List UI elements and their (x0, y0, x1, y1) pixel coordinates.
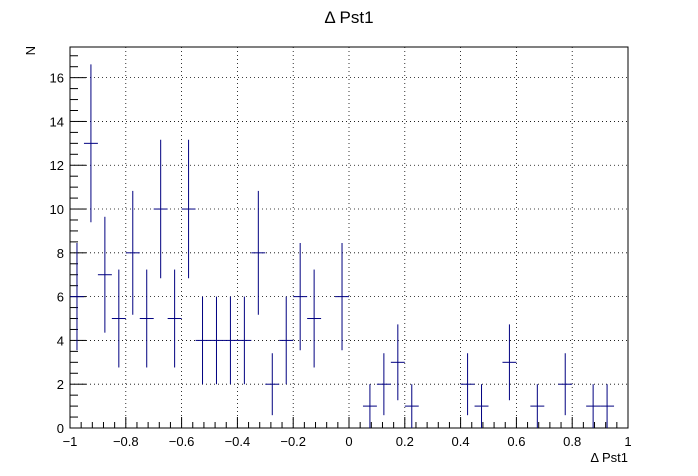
x-tick-label: 0 (345, 434, 352, 449)
y-axis-title: N (23, 46, 38, 55)
data-point (586, 384, 601, 428)
x-tick-label: −0.2 (280, 434, 306, 449)
data-point (404, 384, 419, 428)
data-point (600, 384, 615, 428)
data-point (279, 296, 294, 385)
data-points (70, 64, 615, 428)
data-point (474, 384, 489, 428)
x-tick-label: −1 (63, 434, 78, 449)
x-tick-label: 0.8 (563, 434, 581, 449)
data-point (209, 296, 224, 385)
x-tick-label: 1 (624, 434, 631, 449)
x-tick-label: −0.6 (169, 434, 195, 449)
data-point (502, 324, 517, 401)
data-point (251, 190, 266, 315)
data-point (223, 296, 238, 385)
x-tick-label: −0.4 (225, 434, 251, 449)
data-point (530, 384, 545, 428)
y-tick-label: 0 (57, 421, 64, 436)
data-point (83, 64, 98, 223)
y-tick-label: 6 (57, 290, 64, 305)
data-point (195, 296, 210, 385)
data-point (390, 324, 405, 401)
data-point (558, 353, 573, 416)
y-tick-label: 12 (50, 158, 64, 173)
x-tick-label: 0.4 (452, 434, 470, 449)
y-tick-label: 14 (50, 114, 64, 129)
data-point (460, 353, 475, 416)
data-point (293, 242, 308, 351)
x-tick-label: 0.6 (507, 434, 525, 449)
tick-labels: −1 −0.8 −0.6 −0.4 −0.2 0 0.2 0.4 0.6 0.8 102468101… (50, 71, 632, 449)
y-tick-label: 8 (57, 246, 64, 261)
data-point (70, 242, 84, 351)
data-point (167, 269, 182, 368)
data-point (181, 139, 196, 279)
data-point (376, 353, 391, 416)
x-axis-title: Δ Pst1 (590, 450, 628, 465)
data-point (111, 269, 126, 368)
y-tick-label: 16 (50, 71, 64, 86)
data-point (362, 384, 377, 428)
x-tick-label: 0.2 (396, 434, 414, 449)
data-point (153, 139, 168, 279)
y-tick-label: 2 (57, 377, 64, 392)
data-point (125, 190, 140, 315)
data-point (265, 353, 280, 416)
y-tick-label: 4 (57, 333, 64, 348)
chart-title: Δ Pst1 (324, 8, 373, 27)
x-tick-label: −0.8 (113, 434, 139, 449)
y-tick-label: 10 (50, 202, 64, 217)
data-point (97, 216, 112, 333)
data-point (139, 269, 154, 368)
data-point (335, 242, 349, 351)
data-point (307, 269, 322, 368)
data-point (237, 296, 252, 385)
